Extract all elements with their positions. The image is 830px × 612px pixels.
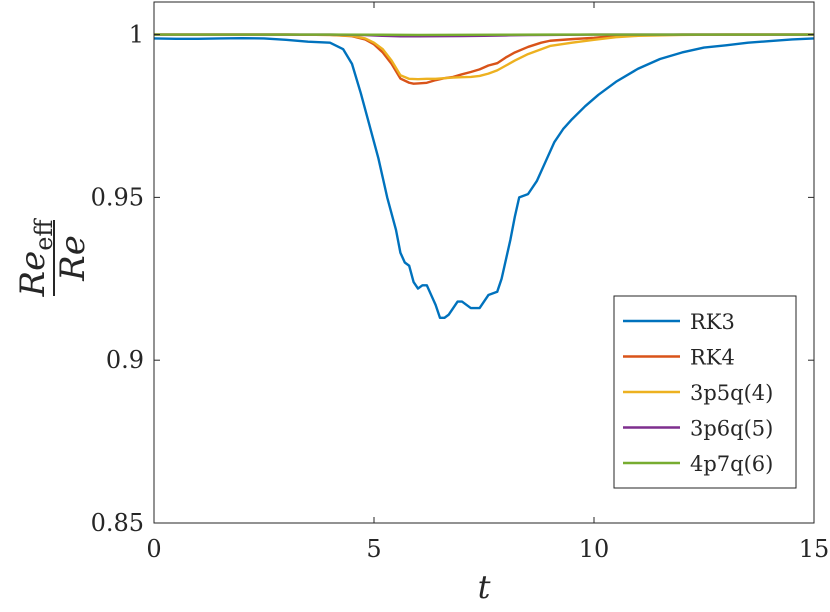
y-tick-label: 0.85	[91, 509, 144, 537]
series-line-3p5q-4	[154, 33, 814, 81]
x-axis-ticks: 0 5 10 15	[146, 2, 829, 563]
x-axis-label: t	[478, 568, 491, 606]
legend-label: RK3	[690, 310, 735, 334]
y-axis-label: Reeff Re	[13, 218, 93, 298]
y-tick-label: 0.95	[91, 183, 144, 211]
legend: RK3 RK4 3p5q(4) 3p6q(5) 4p7q(6)	[613, 295, 797, 489]
legend-label: 3p5q(4)	[690, 381, 773, 405]
x-tick-label: 15	[799, 535, 830, 563]
legend-label: 4p7q(6)	[690, 452, 773, 476]
y-tick-label: 1	[129, 21, 144, 49]
series-line-rk3	[153, 36, 815, 320]
y-axis-ticks: 0.85 0.9 0.95 1	[91, 21, 814, 537]
plot-frame	[153, 1, 815, 524]
y-label-numerator-main: Re	[13, 251, 53, 298]
y-label-denominator: Re	[53, 235, 93, 282]
legend-label: RK4	[690, 346, 735, 370]
x-tick-label: 5	[366, 535, 381, 563]
series-layer	[153, 33, 815, 320]
x-tick-label: 10	[579, 535, 610, 563]
legend-label: 3p6q(5)	[690, 417, 773, 441]
y-tick-label: 0.9	[106, 346, 144, 374]
x-tick-label: 0	[146, 535, 161, 563]
